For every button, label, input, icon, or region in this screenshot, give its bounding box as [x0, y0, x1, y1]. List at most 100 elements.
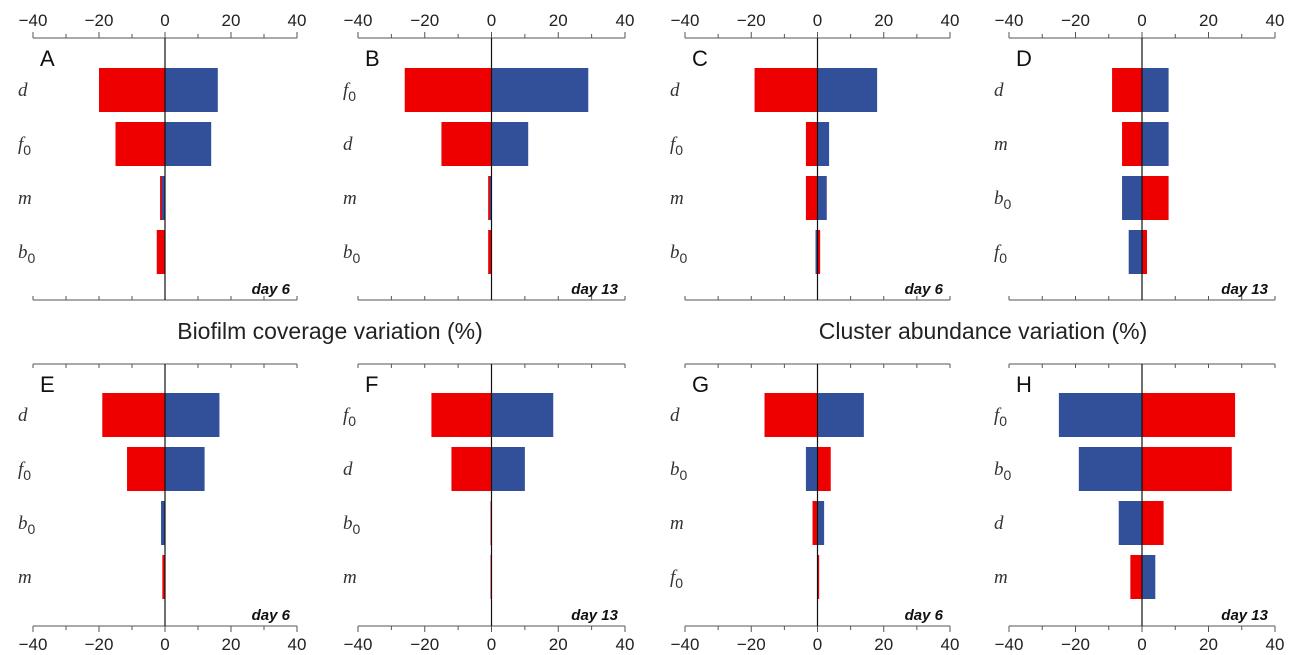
x-tick-label: 0 [1137, 11, 1146, 30]
param-label: b0 [670, 242, 688, 266]
x-tick-label: 0 [1137, 635, 1146, 654]
param-label: f0 [994, 405, 1007, 429]
x-tick-label: −20 [1061, 635, 1090, 654]
x-tick-label: −20 [1061, 11, 1090, 30]
bar-blue-f0 [491, 393, 554, 437]
bar-red-m [1122, 122, 1142, 166]
bar-red-b0 [1142, 447, 1232, 491]
x-tick-label: 0 [160, 11, 169, 30]
param-label: d [343, 134, 353, 155]
day-label: day 13 [1221, 607, 1268, 624]
axis-title-biofilm-coverage: Biofilm coverage variation (%) [177, 318, 483, 344]
bar-blue-f0 [491, 68, 589, 112]
x-tick-label: 40 [941, 11, 960, 30]
x-tick-label: 20 [1199, 635, 1218, 654]
x-tick-label: −40 [344, 635, 373, 654]
x-tick-label: 40 [616, 635, 635, 654]
bar-red-d [754, 68, 818, 112]
param-label: m [343, 188, 357, 209]
bar-red-f0 [1142, 230, 1147, 274]
x-tick-label: −20 [737, 11, 766, 30]
bar-blue-b0 [815, 230, 818, 274]
day-label: day 13 [571, 281, 618, 298]
bar-red-b0 [1142, 176, 1169, 220]
x-tick-label: −20 [85, 11, 114, 30]
x-tick-label: 20 [222, 635, 241, 654]
bar-blue-f0 [165, 122, 212, 166]
x-tick-label: 40 [616, 11, 635, 30]
param-label: m [18, 188, 32, 209]
x-tick-label: 40 [1266, 11, 1285, 30]
bar-blue-m [817, 501, 825, 545]
x-tick-label: 0 [487, 11, 496, 30]
bar-blue-f0 [165, 447, 205, 491]
panel-letter: B [365, 46, 380, 71]
param-label: f0 [994, 242, 1007, 266]
bar-blue-m [489, 176, 492, 220]
param-label: d [670, 80, 680, 101]
bar-blue-d [165, 393, 220, 437]
bar-blue-b0 [1078, 447, 1142, 491]
x-tick-label: −40 [19, 11, 48, 30]
axis-title-cluster-abundance: Cluster abundance variation (%) [819, 318, 1148, 344]
bar-blue-d [165, 68, 218, 112]
param-label: d [994, 80, 1004, 101]
day-label: day 6 [252, 281, 291, 298]
x-tick-label: 40 [1266, 635, 1285, 654]
x-tick-label: 20 [1199, 11, 1218, 30]
param-label: b0 [994, 459, 1012, 483]
day-label: day 6 [905, 281, 944, 298]
param-label: f0 [670, 134, 683, 158]
bar-blue-b0 [161, 501, 165, 545]
param-label: m [994, 134, 1008, 155]
param-label: d [670, 405, 680, 426]
x-tick-label: −20 [410, 635, 439, 654]
param-label: f0 [18, 134, 31, 158]
x-tick-label: 40 [288, 11, 307, 30]
day-label: day 13 [1221, 281, 1268, 298]
bar-red-m [1130, 555, 1142, 599]
bar-red-d [441, 122, 492, 166]
param-label: m [343, 567, 357, 588]
bar-red-d [451, 447, 492, 491]
bar-red-b0 [156, 230, 165, 274]
x-tick-label: 0 [160, 635, 169, 654]
param-label: d [18, 80, 28, 101]
param-label: b0 [18, 513, 36, 537]
bar-red-b0 [488, 230, 492, 274]
bar-blue-d [491, 447, 525, 491]
bar-blue-m [1142, 555, 1156, 599]
x-tick-label: −40 [995, 11, 1024, 30]
bar-blue-d [817, 393, 864, 437]
param-label: m [670, 513, 684, 534]
bar-blue-d [491, 122, 529, 166]
day-label: day 6 [252, 607, 291, 624]
bar-red-d [99, 68, 165, 112]
panel-letter: E [40, 372, 55, 397]
x-tick-label: 20 [874, 11, 893, 30]
bar-red-b0 [817, 447, 831, 491]
x-tick-label: −20 [737, 635, 766, 654]
x-tick-label: −40 [671, 635, 700, 654]
bar-blue-d [1118, 501, 1142, 545]
param-label: m [994, 567, 1008, 588]
x-tick-label: 40 [288, 635, 307, 654]
param-label: d [18, 405, 28, 426]
param-label: f0 [343, 80, 356, 104]
bar-blue-m [161, 176, 165, 220]
bar-blue-d [817, 68, 878, 112]
param-label: b0 [670, 459, 688, 483]
day-label: day 13 [571, 607, 618, 624]
x-tick-label: 20 [222, 11, 241, 30]
panel-letter: F [365, 372, 378, 397]
x-tick-label: 0 [813, 635, 822, 654]
bar-blue-m [817, 176, 827, 220]
bar-blue-f0 [1128, 230, 1142, 274]
x-tick-label: 20 [874, 635, 893, 654]
bar-red-d [102, 393, 165, 437]
